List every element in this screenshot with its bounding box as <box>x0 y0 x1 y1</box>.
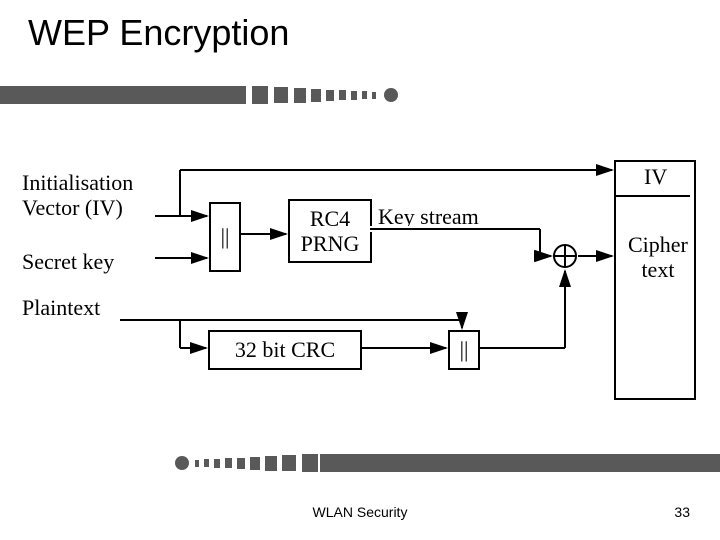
decor-top-bar <box>0 86 230 104</box>
xor-icon <box>552 243 578 269</box>
label-cipher-text: Cipher text <box>628 232 688 283</box>
label-secret-key: Secret key <box>22 249 114 275</box>
label-plaintext: Plaintext <box>22 295 100 321</box>
label-iv-out: IV <box>644 164 667 190</box>
decor-bottom-dashes <box>175 454 340 472</box>
slide-title: WEP Encryption <box>28 12 289 54</box>
footer-center: WLAN Security <box>0 504 720 520</box>
label-keystream: Key stream <box>378 204 479 230</box>
box-concat2: || <box>448 330 480 370</box>
box-crc: 32 bit CRC <box>208 330 362 370</box>
decor-bottom-bar <box>320 454 720 472</box>
label-iv-input: Initialisation Vector (IV) <box>22 170 133 221</box>
box-concat1: || <box>209 202 241 272</box>
decor-top-dashes <box>230 86 398 104</box>
footer-page-number: 33 <box>674 504 690 520</box>
box-rc4: RC4 PRNG <box>288 199 372 263</box>
